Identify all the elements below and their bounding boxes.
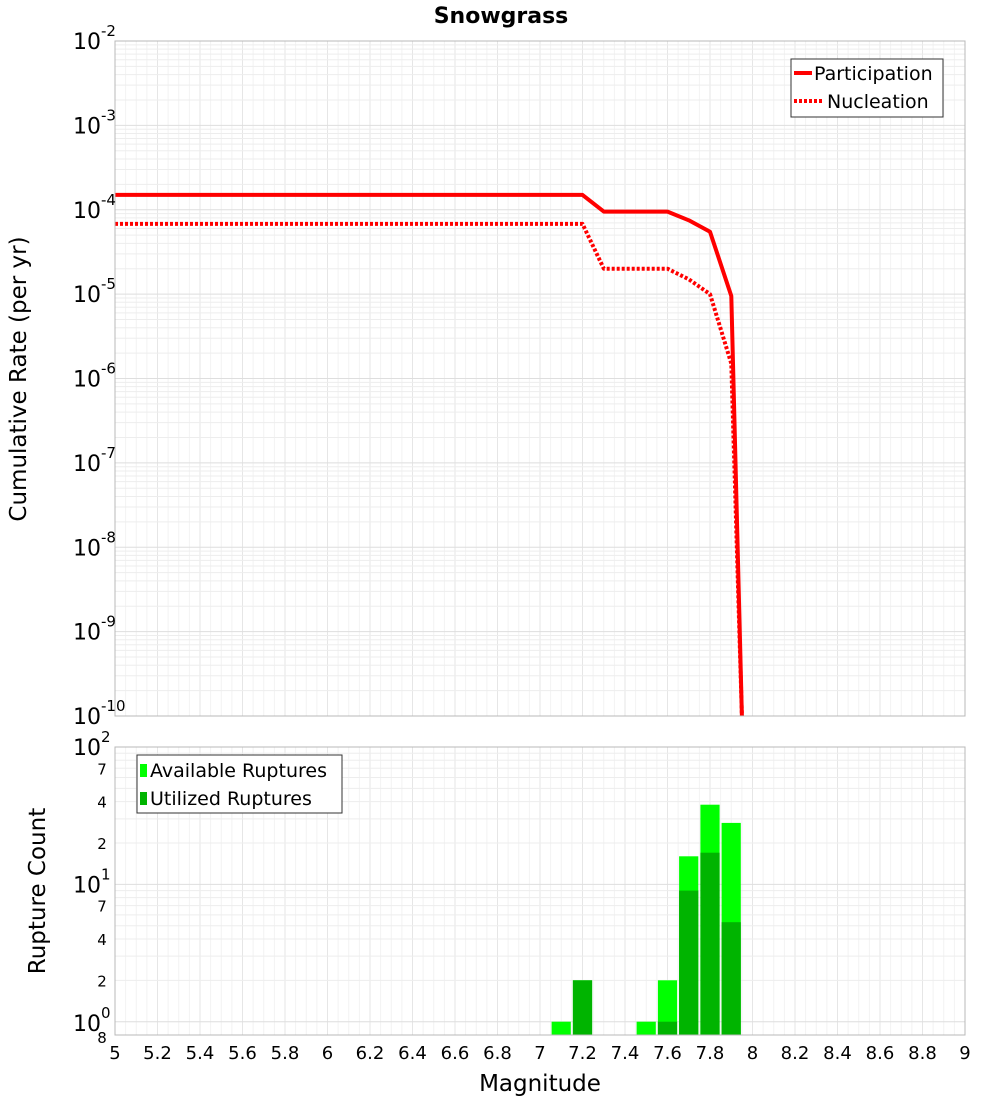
top-y-tick-label: 10-7 — [73, 444, 116, 477]
tick-exponent: -5 — [101, 275, 116, 293]
bottom-y-major-tick: 102 — [73, 728, 111, 761]
x-axis-label: Magnitude — [479, 1071, 601, 1097]
tick-base: 10 — [73, 283, 101, 308]
bottom-y-major-tick: 100 — [73, 1004, 111, 1037]
x-tick-label: 6 — [322, 1043, 333, 1064]
top-y-tick-label: 10-4 — [73, 191, 116, 224]
available-legend-swatch — [140, 764, 147, 777]
bottom-y-minor-tick: 7 — [97, 760, 107, 778]
rate-lines — [115, 192, 744, 717]
utilized-legend-swatch — [140, 792, 147, 805]
x-tick-label: 7.4 — [611, 1043, 640, 1064]
top-legend-box — [790, 58, 944, 118]
x-tick-label: 8.6 — [866, 1043, 895, 1064]
utilized-bar — [700, 852, 720, 1035]
x-tick-label: 7.8 — [696, 1043, 725, 1064]
tick-exponent: -7 — [101, 444, 116, 462]
x-tick-label: 7.6 — [653, 1043, 682, 1064]
available-bar — [657, 980, 678, 1035]
tick-exponent: 0 — [101, 1004, 111, 1022]
x-tick-label: 6.8 — [483, 1043, 512, 1064]
top-y-axis-label: Cumulative Rate (per yr) — [6, 236, 32, 521]
utilized-bar — [572, 980, 593, 1035]
x-tick-label: 5.6 — [228, 1043, 257, 1064]
bottom-y-minor-tick: 2 — [97, 835, 107, 853]
tick-base: 10 — [73, 705, 101, 730]
tick-base: 10 — [73, 30, 101, 55]
top-y-tick-label: 10-9 — [73, 613, 116, 646]
tick-base: 10 — [73, 114, 101, 139]
top-legend: Participation Nucleation — [790, 58, 944, 118]
top-y-tick-label: 10-6 — [73, 360, 116, 393]
tick-base: 10 — [73, 873, 101, 898]
top-y-tick-label: 10-5 — [73, 275, 116, 308]
bottom-y-minor-tick: 4 — [97, 794, 107, 812]
top-plot-grid — [114, 41, 966, 717]
x-ticks: 5 5.2 5.4 5.6 5.8 6 6.2 6.4 6.6 6.8 7 7.2 7.4 7.6 7.8 8… — [109, 1043, 970, 1064]
available-legend-label: Available Ruptures — [150, 760, 327, 782]
tick-base: 10 — [73, 452, 101, 477]
x-tick-label: 5.8 — [271, 1043, 300, 1064]
tick-exponent: -2 — [101, 22, 116, 40]
tick-base: 10 — [73, 736, 101, 761]
bottom-y-minor-tick: 4 — [97, 931, 107, 949]
tick-exponent: 2 — [101, 728, 111, 746]
bottom-plot-frame — [114, 746, 966, 1036]
top-y-tick-label: 10-8 — [73, 528, 116, 561]
x-tick-label: 7 — [534, 1043, 545, 1064]
tick-base: 10 — [73, 199, 101, 224]
utilized-bar — [657, 1021, 678, 1035]
tick-exponent: -9 — [101, 613, 116, 631]
nucleation-legend-label: Nucleation — [827, 91, 929, 113]
x-tick-label: 5.2 — [143, 1043, 172, 1064]
top-y-ticks: 10-210-310-410-510-610-710-810-910-10 — [73, 22, 126, 730]
tick-base: 10 — [73, 536, 101, 561]
tick-base: 10 — [73, 621, 101, 646]
x-tick-label: 6.6 — [441, 1043, 470, 1064]
bottom-plot-grid — [114, 746, 966, 1035]
tick-exponent: -10 — [101, 697, 126, 715]
bottom-legend: Available Ruptures Utilized Ruptures — [136, 754, 343, 814]
participation-legend-label: Participation — [814, 63, 933, 85]
x-tick-label: 7.2 — [568, 1043, 597, 1064]
x-tick-label: 5.4 — [186, 1043, 215, 1064]
available-bar — [636, 1021, 656, 1035]
tick-base: 10 — [73, 368, 101, 393]
utilized-bar — [721, 922, 741, 1035]
x-tick-label: 5 — [109, 1043, 120, 1064]
available-bar — [551, 1021, 571, 1035]
x-tick-label: 8.2 — [781, 1043, 810, 1064]
participation-line — [115, 192, 744, 717]
top-y-tick-label: 10-3 — [73, 106, 116, 139]
bottom-y-major-tick: 101 — [73, 865, 111, 898]
bottom-legend-box — [136, 754, 343, 814]
bottom-y-minor-tick: 7 — [97, 898, 107, 916]
tick-exponent: -6 — [101, 360, 116, 378]
utilized-legend-label: Utilized Ruptures — [150, 788, 312, 810]
bottom-y-minor-tick: 8 — [97, 1029, 107, 1047]
top-y-tick-label: 10-2 — [73, 22, 116, 55]
utilized-bar — [679, 890, 699, 1035]
rupture-bars — [551, 804, 741, 1035]
x-tick-label: 8.8 — [908, 1043, 937, 1064]
tick-exponent: -4 — [101, 191, 116, 209]
bottom-y-minor-tick: 2 — [97, 972, 107, 990]
bottom-y-axis-label: Rupture Count — [25, 808, 51, 974]
x-tick-label: 8.4 — [823, 1043, 852, 1064]
x-tick-label: 6.2 — [356, 1043, 385, 1064]
top-y-tick-label: 10-10 — [73, 697, 126, 730]
top-plot-frame — [114, 40, 966, 717]
x-tick-label: 6.4 — [398, 1043, 427, 1064]
tick-exponent: 1 — [101, 865, 111, 883]
nucleation-line — [115, 221, 744, 717]
chart-title: Snowgrass — [434, 4, 569, 29]
x-tick-label: 8 — [747, 1043, 758, 1064]
x-tick-label: 9 — [959, 1043, 970, 1064]
tick-exponent: -3 — [101, 106, 116, 124]
tick-exponent: -8 — [101, 528, 116, 546]
tick-base: 10 — [73, 1012, 101, 1037]
